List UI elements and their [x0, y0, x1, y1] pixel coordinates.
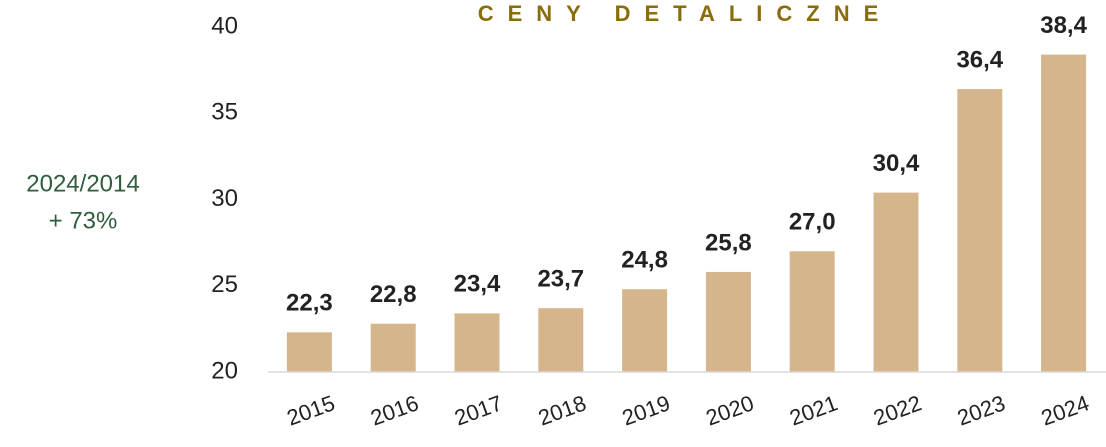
bar — [538, 308, 584, 372]
x-tick-label: 2015 — [284, 390, 339, 430]
y-tick-label: 20 — [211, 357, 238, 384]
x-tick-label: 2023 — [954, 390, 1009, 430]
bar — [873, 192, 919, 372]
value-label: 23,7 — [537, 266, 584, 293]
x-tick-label: 2024 — [1038, 390, 1093, 430]
bar — [1041, 54, 1087, 372]
value-label: 22,3 — [286, 290, 333, 317]
annotation: 2024/2014 — [26, 170, 139, 197]
value-label: 27,0 — [789, 209, 836, 236]
x-tick-label: 2021 — [786, 390, 841, 430]
value-label: 23,4 — [454, 271, 501, 298]
y-tick-label: 25 — [211, 271, 238, 298]
bar — [454, 313, 500, 372]
x-tick-label: 2016 — [367, 390, 422, 430]
value-label: 38,4 — [1040, 12, 1087, 39]
chart-title: CENY DETALICZNE — [478, 1, 893, 26]
bar — [705, 271, 751, 372]
x-tick-label: 2017 — [451, 390, 506, 430]
y-tick-label: 40 — [211, 12, 238, 39]
value-label: 24,8 — [621, 247, 668, 274]
x-tick-label: 2019 — [619, 390, 674, 430]
annotation: + 73% — [49, 207, 118, 234]
value-label: 22,8 — [370, 281, 417, 308]
y-tick-label: 35 — [211, 99, 238, 126]
value-label: 36,4 — [956, 46, 1003, 73]
x-tick-label: 2018 — [535, 390, 590, 430]
bar — [957, 89, 1003, 372]
bar — [370, 323, 416, 372]
value-label: 25,8 — [705, 229, 752, 256]
bar — [622, 289, 668, 372]
x-tick-label: 2020 — [703, 390, 758, 430]
bar — [286, 332, 332, 372]
value-label: 30,4 — [873, 150, 920, 177]
y-tick-label: 30 — [211, 185, 238, 212]
x-tick-label: 2022 — [870, 390, 925, 430]
bar — [789, 251, 835, 372]
